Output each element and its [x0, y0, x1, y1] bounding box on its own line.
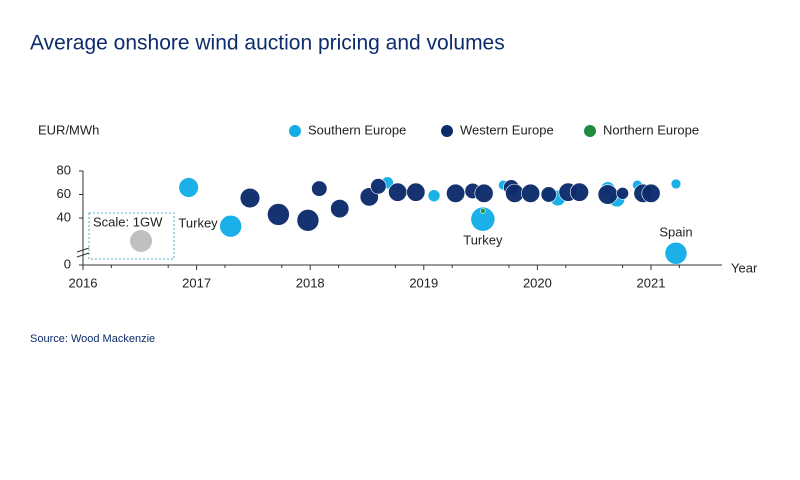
point-label: Turkey [178, 216, 218, 231]
bubble [239, 187, 261, 209]
legend-label: Western Europe [460, 122, 554, 137]
x-tick-label: 2016 [69, 275, 98, 290]
legend-label: Southern Europe [308, 122, 406, 137]
bubble [267, 203, 290, 226]
y-tick-label: 60 [57, 186, 71, 201]
scale-bubble [130, 230, 152, 252]
bubble [540, 186, 557, 203]
bubble [597, 184, 618, 205]
legend-marker [289, 125, 301, 137]
bubble [446, 183, 466, 203]
bubble [670, 178, 682, 190]
bubble [388, 182, 408, 202]
x-tick-label: 2017 [182, 275, 211, 290]
bubble [641, 183, 661, 203]
bubble [311, 180, 328, 197]
bubble [427, 189, 441, 202]
bubble [296, 209, 320, 232]
bubble [330, 199, 350, 219]
source: Source: Wood Mackenzie [30, 333, 155, 345]
x-tick-label: 2019 [409, 275, 438, 290]
bubble [406, 182, 426, 202]
y-tick-label: 80 [57, 162, 71, 177]
bubble [664, 241, 688, 265]
x-tick-label: 2020 [523, 275, 552, 290]
y-tick-label: 40 [57, 209, 71, 224]
x-tick-label: 2021 [637, 275, 666, 290]
legend-marker [584, 125, 596, 137]
point-label: Turkey [463, 233, 503, 248]
legend-label: Northern Europe [603, 122, 699, 137]
point-label: Spain [659, 225, 692, 240]
bubble [470, 206, 496, 232]
scale-box [88, 212, 175, 260]
chart-title: Average onshore wind auction pricing and… [30, 32, 505, 55]
bubble [178, 177, 199, 198]
bubble [521, 183, 541, 203]
bubble [480, 208, 486, 214]
bubble [370, 178, 387, 195]
bubble [219, 214, 242, 238]
y-axis-label: EUR/MWh [38, 122, 99, 137]
bubble [569, 182, 589, 202]
x-tick-label: 2018 [296, 275, 325, 290]
bubble [474, 183, 494, 203]
x-axis-label: Year [731, 260, 758, 275]
scale-label: Scale: 1GW [93, 214, 163, 229]
axis-break [76, 247, 90, 258]
legend-marker [441, 125, 453, 137]
y-tick-label: 0 [64, 256, 71, 271]
bubble [616, 187, 629, 200]
